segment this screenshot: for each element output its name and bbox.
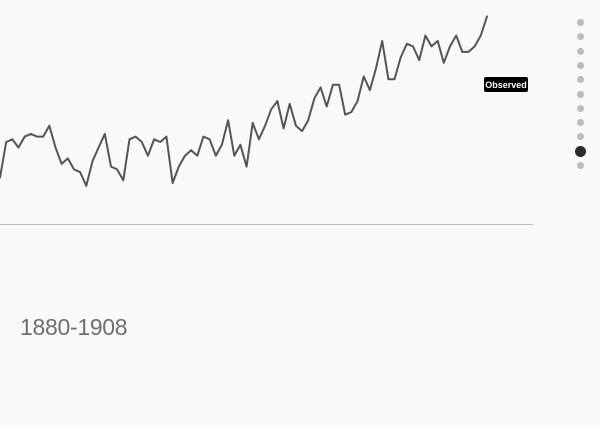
nav-dot-1[interactable]	[577, 19, 584, 26]
nav-dot-8[interactable]	[577, 119, 584, 127]
observed-annotation-box	[484, 77, 528, 92]
observed-annotation-label: Observed	[485, 80, 527, 90]
nav-dot-7[interactable]	[577, 104, 584, 112]
nav-dot-6[interactable]	[577, 90, 584, 98]
nav-dot-2[interactable]	[577, 33, 584, 41]
nav-dot-10[interactable]	[575, 145, 586, 157]
observed-annotation: Observed	[484, 77, 528, 92]
nav-dot-3[interactable]	[577, 47, 584, 55]
nav-dot-9[interactable]	[577, 133, 584, 141]
nav-dot-11[interactable]	[577, 162, 584, 169]
year-range-label: 1880-1908	[20, 314, 128, 340]
nav-dot-5[interactable]	[577, 76, 584, 84]
nav-dot-4[interactable]	[577, 61, 584, 69]
observed-series-points	[0, 16, 488, 186]
observed-series-line	[0, 15, 488, 187]
